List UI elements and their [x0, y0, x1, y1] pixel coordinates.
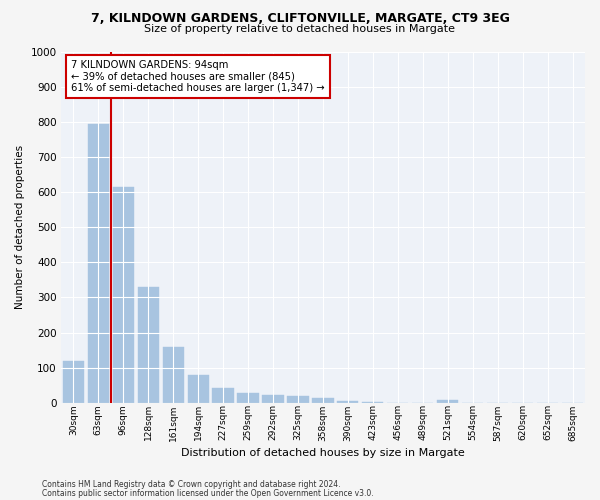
Bar [212, 388, 233, 403]
Bar [437, 400, 458, 403]
Text: Size of property relative to detached houses in Margate: Size of property relative to detached ho… [145, 24, 455, 34]
Bar [262, 395, 284, 403]
Text: 7 KILNDOWN GARDENS: 94sqm
← 39% of detached houses are smaller (845)
61% of semi: 7 KILNDOWN GARDENS: 94sqm ← 39% of detac… [71, 60, 325, 94]
Bar [337, 401, 358, 403]
Text: 7, KILNDOWN GARDENS, CLIFTONVILLE, MARGATE, CT9 3EG: 7, KILNDOWN GARDENS, CLIFTONVILLE, MARGA… [91, 12, 509, 26]
Bar [113, 186, 134, 403]
Text: Contains HM Land Registry data © Crown copyright and database right 2024.: Contains HM Land Registry data © Crown c… [42, 480, 341, 489]
Bar [188, 374, 209, 403]
X-axis label: Distribution of detached houses by size in Margate: Distribution of detached houses by size … [181, 448, 465, 458]
Bar [238, 393, 259, 403]
Bar [313, 398, 334, 403]
Y-axis label: Number of detached properties: Number of detached properties [15, 145, 25, 309]
Bar [88, 124, 109, 403]
Bar [163, 346, 184, 403]
Bar [287, 396, 308, 403]
Bar [137, 287, 159, 403]
Text: Contains public sector information licensed under the Open Government Licence v3: Contains public sector information licen… [42, 488, 374, 498]
Bar [63, 360, 84, 403]
